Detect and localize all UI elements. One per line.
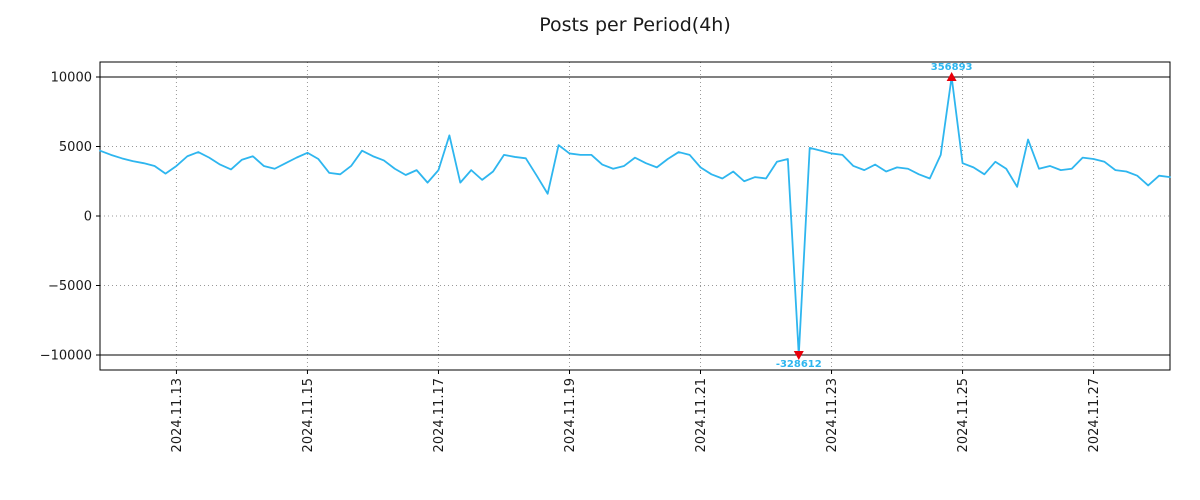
series-line: [99, 76, 1171, 356]
x-tick-label: 2024.11.27: [1087, 378, 1102, 452]
plot-border: [99, 61, 1171, 371]
x-tick-label: 2024.11.13: [170, 378, 185, 452]
x-tick-label: 2024.11.19: [563, 378, 578, 452]
x-tick-label: 2024.11.23: [825, 378, 840, 452]
y-tick-label: 10000: [51, 71, 92, 86]
y-tick-label: 0: [84, 210, 92, 225]
trough-marker: [793, 350, 804, 360]
peak-value-label: 356893: [931, 62, 973, 73]
x-tick-label: 2024.11.21: [694, 378, 709, 452]
trough-value-label: -328612: [776, 359, 822, 370]
x-tick-label: 2024.11.17: [432, 378, 447, 452]
y-tick-label: 5000: [59, 140, 92, 155]
x-tick-label: 2024.11.15: [301, 378, 316, 452]
peak-marker: [946, 72, 957, 82]
y-tick-label: −10000: [40, 349, 92, 364]
y-tick-label: −5000: [48, 279, 92, 294]
chart-title: Posts per Period(4h): [539, 14, 731, 36]
x-tick-label: 2024.11.25: [956, 378, 971, 452]
